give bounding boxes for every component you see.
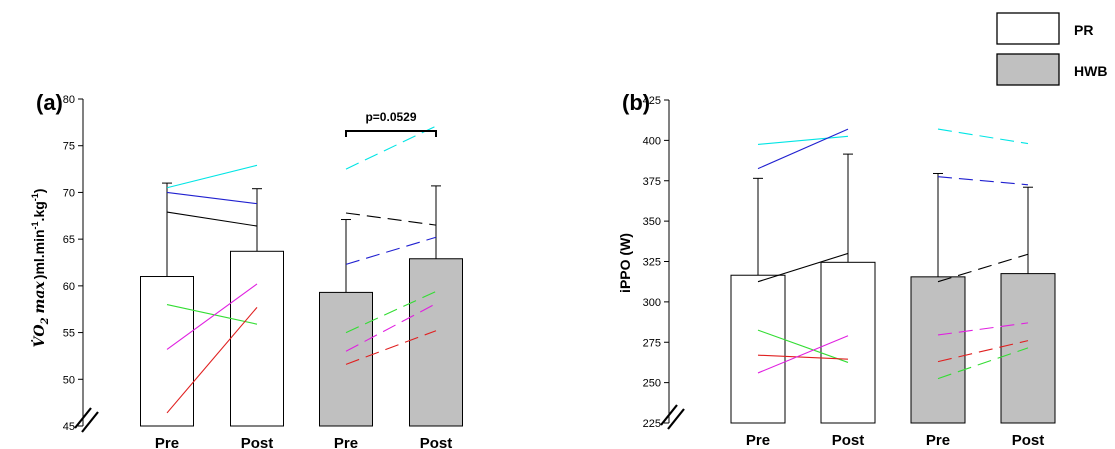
panel-a-axis-break-mark bbox=[81, 411, 99, 433]
panel-a-significance-bracket bbox=[345, 130, 437, 137]
panel-a-x-tick-label: Pre bbox=[334, 435, 358, 449]
panel-b-y-tick-label: 250 bbox=[643, 378, 661, 390]
panel-a-participant-line bbox=[345, 212, 437, 226]
panel-a-y-tick-label: 75 bbox=[63, 141, 75, 153]
panel-b-participant-line bbox=[757, 329, 849, 363]
panel-b-bar-pr-pre bbox=[730, 274, 786, 424]
panel-b-participant-line bbox=[937, 347, 1029, 380]
panel-b-participant-line bbox=[937, 253, 1029, 283]
panel-a-p-value-label: p=0.0529 bbox=[365, 110, 416, 124]
panel-a-x-tick-label: Pre bbox=[155, 435, 179, 449]
panel-b-y-tick-label: 350 bbox=[643, 216, 661, 228]
panel-a-x-tick-label: Post bbox=[420, 435, 453, 449]
panel-b-y-tick-label: 425 bbox=[643, 95, 661, 107]
panel-b-participant-line bbox=[937, 176, 1029, 186]
panel-a-participant-line bbox=[345, 303, 437, 352]
panel-b-axis-break-mark bbox=[667, 408, 685, 430]
panel-a-participant-line bbox=[166, 164, 258, 189]
panel-b-x-tick-label: Pre bbox=[926, 432, 950, 449]
panel-a-y-axis-title: V̇O2max)ml.min-1.kg-1) bbox=[30, 189, 51, 348]
panel-b-x-tick-label: Pre bbox=[746, 432, 770, 449]
panel-a-participant-line bbox=[345, 125, 437, 170]
panel-a-y-tick-label: 70 bbox=[63, 187, 75, 199]
panel-b-participant-line bbox=[757, 252, 849, 283]
panel-b-participant-line bbox=[757, 354, 849, 360]
panel-a-participant-line bbox=[345, 330, 437, 365]
panel-b-participant-line bbox=[937, 128, 1029, 145]
panel-b-participant-line bbox=[937, 340, 1029, 363]
panel-b-bar-hwb-pre bbox=[910, 276, 966, 424]
panel-a-y-tick-label: 65 bbox=[63, 234, 75, 246]
panel-a-participant-line bbox=[345, 290, 437, 334]
panel-a-y-tick-label: 55 bbox=[63, 328, 75, 340]
panel-a-y-tick-label: 80 bbox=[63, 94, 75, 106]
panel-a-axis-break-mark bbox=[74, 407, 92, 429]
panel-a-bar-pr-post bbox=[230, 250, 284, 427]
panel-a-label: (a) bbox=[36, 90, 63, 115]
panel-a: (a) V̇O2max)ml.min-1.kg-1) 45 50 55 60 65 70 7… bbox=[30, 90, 463, 449]
panel-a-participant-line bbox=[166, 306, 258, 414]
legend-label-pr: PR bbox=[1074, 22, 1093, 38]
panel-b-axis-break-mark bbox=[660, 404, 678, 426]
panel-a-y-tick-label: 50 bbox=[63, 374, 75, 386]
panel-a-bar-pr-pre bbox=[140, 276, 194, 427]
legend-label-hwb: HWB bbox=[1074, 63, 1107, 79]
panel-b-label: (b) bbox=[622, 90, 650, 115]
panel-a-bar-hwb-post bbox=[409, 258, 463, 427]
panel-a-participant-line bbox=[345, 236, 437, 265]
panel-b-y-tick-label: 225 bbox=[643, 418, 661, 430]
panel-a-x-tick-label: Post bbox=[241, 435, 274, 449]
panel-b-y-tick-label: 275 bbox=[643, 337, 661, 349]
legend: PR HWB bbox=[996, 12, 1107, 86]
panel-b-x-tick-label: Post bbox=[832, 432, 865, 449]
panel-b-x-tick-label: Post bbox=[1012, 432, 1045, 449]
panel-b-participant-line bbox=[757, 135, 849, 145]
legend-swatch-pr bbox=[996, 12, 1060, 45]
panel-b: (b) iPPO (W) 225 250 275 300 325 350 375 400 425… bbox=[617, 90, 1056, 449]
panel-b-y-tick-label: 375 bbox=[643, 176, 661, 188]
panel-b-bar-pr-post bbox=[820, 261, 876, 424]
panel-b-participant-line bbox=[757, 128, 849, 170]
panel-a-y-tick-label: 45 bbox=[63, 421, 75, 433]
panel-a-y-tick-label: 60 bbox=[63, 281, 75, 293]
panel-b-y-tick-label: 300 bbox=[643, 297, 661, 309]
panel-a-participant-line bbox=[166, 304, 258, 325]
panel-b-participant-line bbox=[757, 335, 849, 374]
panel-b-y-tick-label: 400 bbox=[643, 135, 661, 147]
legend-swatch-hwb bbox=[996, 53, 1060, 86]
panel-a-participant-line bbox=[166, 191, 258, 205]
panel-a-bar-hwb-pre bbox=[319, 291, 373, 427]
panel-b-y-axis-title: iPPO (W) bbox=[617, 233, 633, 293]
panel-a-participant-line bbox=[166, 211, 258, 227]
panel-b-participant-line bbox=[937, 322, 1029, 336]
panel-a-participant-line bbox=[166, 283, 258, 350]
panel-b-y-tick-label: 325 bbox=[643, 257, 661, 269]
